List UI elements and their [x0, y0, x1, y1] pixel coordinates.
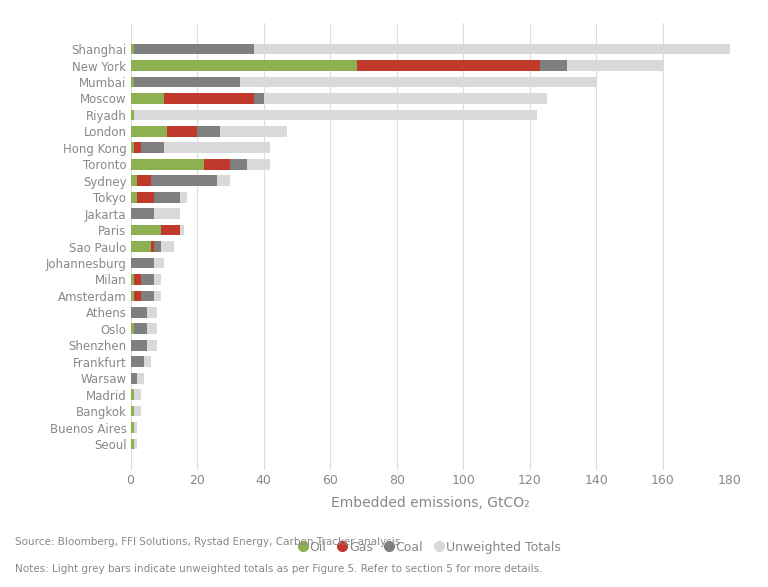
Bar — [131, 225, 161, 235]
Bar — [131, 93, 164, 104]
Bar — [131, 143, 134, 153]
Bar — [137, 176, 151, 186]
Bar — [134, 274, 141, 285]
Bar — [141, 274, 154, 285]
Bar — [131, 406, 141, 416]
Bar — [131, 356, 151, 367]
Bar — [131, 291, 134, 301]
Bar — [131, 77, 597, 87]
Bar — [131, 241, 151, 252]
Bar — [131, 60, 357, 71]
Bar — [131, 126, 167, 137]
Bar — [131, 192, 137, 203]
Bar — [131, 422, 134, 433]
Bar — [154, 192, 180, 203]
Bar — [131, 44, 134, 55]
Bar — [161, 225, 180, 235]
Bar — [230, 159, 247, 170]
Bar — [134, 143, 141, 153]
Bar — [167, 126, 197, 137]
Bar — [131, 340, 157, 350]
Bar — [131, 208, 154, 219]
Bar — [134, 44, 253, 55]
Bar — [131, 274, 134, 285]
Bar — [131, 208, 180, 219]
Bar — [131, 422, 137, 433]
Bar — [131, 77, 134, 87]
Bar — [131, 406, 134, 416]
Bar — [131, 126, 287, 137]
Bar — [131, 356, 144, 367]
Text: Source: Bloomberg, FFI Solutions, Rystad Energy, Carbon Tracker analysis: Source: Bloomberg, FFI Solutions, Rystad… — [15, 537, 401, 547]
Bar — [131, 274, 161, 285]
Bar — [204, 159, 230, 170]
Bar — [131, 258, 164, 268]
Bar — [141, 291, 154, 301]
Bar — [131, 323, 134, 334]
Bar — [131, 373, 144, 383]
Bar — [134, 323, 147, 334]
Bar — [131, 225, 184, 235]
Bar — [131, 389, 134, 400]
X-axis label: Embedded emissions, GtCO₂: Embedded emissions, GtCO₂ — [331, 496, 529, 510]
Bar — [131, 44, 730, 55]
Bar — [253, 93, 263, 104]
Bar — [131, 143, 270, 153]
Bar — [131, 438, 134, 449]
Bar — [357, 60, 540, 71]
Bar — [154, 241, 161, 252]
Bar — [131, 110, 134, 120]
Bar — [131, 93, 547, 104]
Bar — [131, 373, 137, 383]
Bar — [131, 176, 137, 186]
Bar — [131, 159, 204, 170]
Bar — [151, 176, 217, 186]
Bar — [131, 323, 157, 334]
Bar — [131, 60, 663, 71]
Bar — [164, 93, 253, 104]
Bar — [131, 438, 137, 449]
Bar — [131, 258, 154, 268]
Bar — [131, 340, 147, 350]
Bar — [131, 159, 270, 170]
Bar — [131, 291, 161, 301]
Bar — [131, 307, 147, 318]
Bar — [131, 192, 187, 203]
Text: Notes: Light grey bars indicate unweighted totals as per Figure 5. Refer to sect: Notes: Light grey bars indicate unweight… — [15, 564, 543, 573]
Bar — [131, 307, 157, 318]
Bar — [137, 192, 154, 203]
Bar — [151, 241, 154, 252]
Bar — [131, 241, 174, 252]
Bar — [131, 110, 537, 120]
Bar — [134, 291, 141, 301]
Legend: Oil, Gas, Coal, Unweighted Totals: Oil, Gas, Coal, Unweighted Totals — [295, 536, 565, 559]
Bar — [540, 60, 567, 71]
Bar — [141, 143, 164, 153]
Bar — [197, 126, 220, 137]
Bar — [131, 389, 141, 400]
Bar — [131, 176, 230, 186]
Bar — [134, 77, 240, 87]
